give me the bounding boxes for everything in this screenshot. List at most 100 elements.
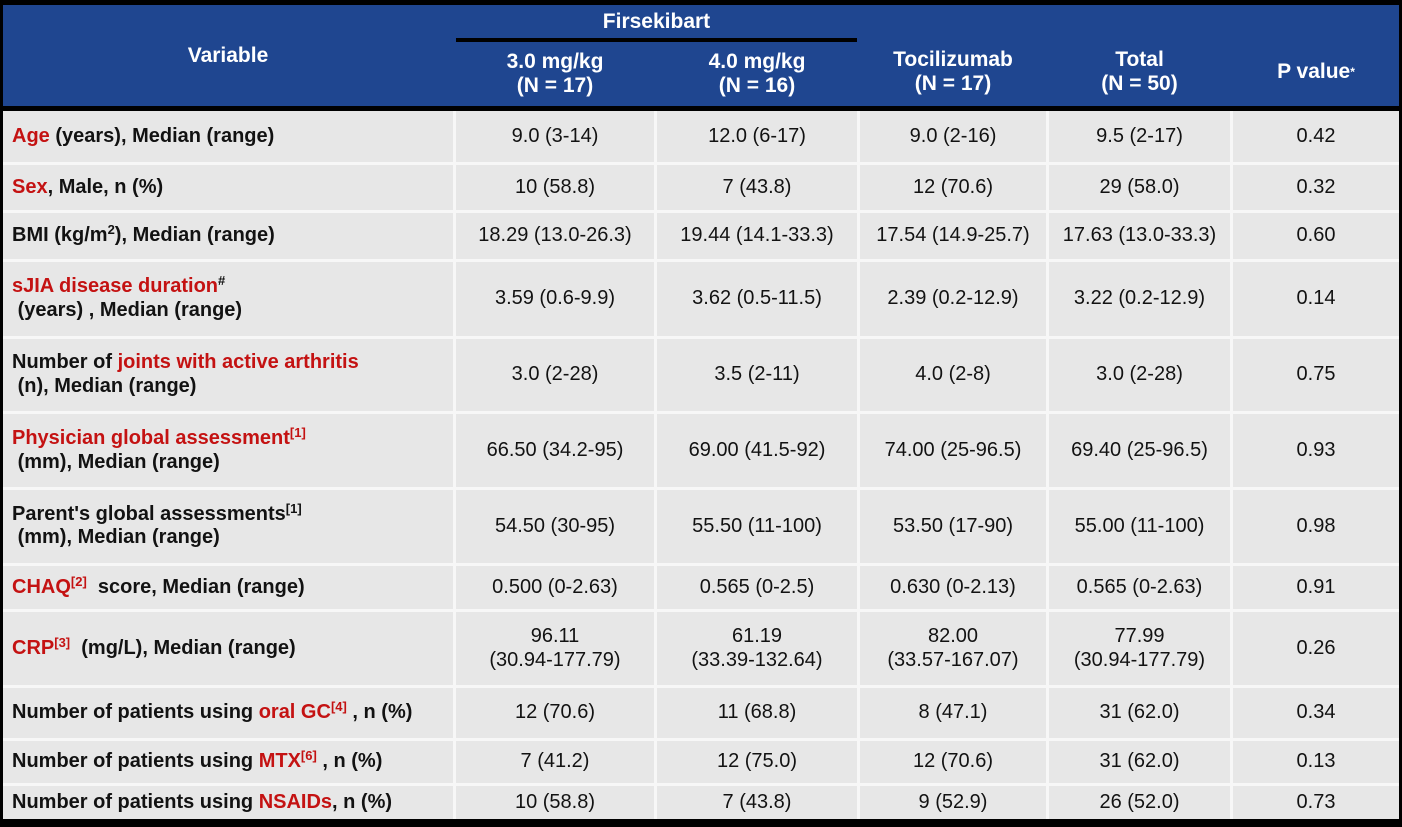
data-cell: 12 (75.0) — [657, 740, 857, 784]
data-cell: 10 (58.8) — [456, 786, 654, 820]
label-segment-red: Physician global assessment — [12, 427, 290, 450]
data-cell: 4.0 (2-8) — [860, 338, 1046, 412]
data-cell: 17.54 (14.9-25.7) — [860, 213, 1046, 260]
table-row-active-joints: Number of joints with active arthritis (… — [3, 338, 1399, 412]
data-cell: 96.11 (30.94-177.79) — [456, 612, 654, 686]
data-cell: 55.00 (11-100) — [1049, 490, 1230, 563]
label-segment: (years) , Median (range) — [12, 298, 243, 321]
label-segment-red: CHAQ — [12, 575, 71, 598]
label-segment: (years), Median (range) — [49, 124, 275, 147]
data-cell: 77.99 (30.94-177.79) — [1049, 612, 1230, 686]
row-label: Number of patients using NSAIDs, n (%) — [3, 786, 453, 820]
data-cell: 9.0 (2-16) — [860, 111, 1046, 162]
column-header-tocilizumab: Tocilizumab (N = 17) — [893, 47, 1013, 95]
label-segment-red: oral GC — [258, 701, 331, 724]
p-value-cell: 0.13 — [1233, 740, 1399, 784]
table-row-crp: CRP [3] (mg/L), Median (range) 96.11 (30.… — [3, 612, 1399, 686]
column-header-3mg: 3.0 mg/kg (N = 17) — [506, 50, 604, 97]
p-value-cell: 0.14 — [1233, 262, 1399, 336]
table-row-bmi: BMI (kg/m 2), Median (range) 18.29 (13.0-… — [3, 213, 1399, 260]
table-row-age: Age (years), Median (range) 9.0 (3-14) 1… — [3, 111, 1399, 162]
row-label: Age (years), Median (range) — [3, 111, 453, 162]
p-value-cell: 0.91 — [1233, 565, 1399, 610]
table-row-sex: Sex, Male, n (%) 10 (58.8) 7 (43.8) 12 (… — [3, 164, 1399, 211]
data-cell: 18.29 (13.0-26.3) — [456, 213, 654, 260]
data-cell: 19.44 (14.1-33.3) — [657, 213, 857, 260]
data-cell: 9.5 (2-17) — [1049, 111, 1230, 162]
data-cell: 31 (62.0) — [1049, 688, 1230, 738]
table-row-physician-global: Physician global assessment [1] (mm), Med… — [3, 414, 1399, 488]
data-cell: 3.0 (2-28) — [456, 338, 654, 412]
data-cell: 7 (43.8) — [657, 164, 857, 211]
table-header: Variable Firsekibart 3.0 mg/kg (N = 17) … — [3, 5, 1399, 111]
row-label: Number of joints with active arthritis (… — [3, 338, 453, 412]
row-label: BMI (kg/m 2), Median (range) — [3, 213, 453, 260]
label-segment: score, Median (range) — [86, 575, 305, 598]
p-value-label: P value — [1277, 59, 1351, 83]
data-cell: 7 (41.2) — [456, 740, 654, 784]
label-segment: Number of patients using — [12, 750, 259, 773]
column-header-p-value: P value * — [1277, 59, 1355, 83]
label-segment-red: MTX — [258, 750, 301, 773]
label-segment: , n (%) — [332, 790, 393, 813]
row-label: sJIA disease duration # (years) , Median … — [3, 262, 453, 336]
label-segment: Number of — [12, 351, 118, 374]
data-cell: 3.59 (0.6-9.9) — [456, 262, 654, 336]
p-value-cell: 0.75 — [1233, 338, 1399, 412]
data-cell: 0.500 (0-2.63) — [456, 565, 654, 610]
label-segment-red: joints with active arthritis — [117, 351, 359, 374]
table-row-mtx: Number of patients using MTX [6] , n (%) … — [3, 740, 1399, 784]
data-cell: 31 (62.0) — [1049, 740, 1230, 784]
data-cell: 26 (52.0) — [1049, 786, 1230, 820]
row-label: Sex, Male, n (%) — [3, 164, 453, 211]
data-cell: 12 (70.6) — [860, 164, 1046, 211]
label-segment-red: Age — [12, 124, 50, 147]
firsekibart-dose-columns: 3.0 mg/kg (N = 17) 4.0 mg/kg (N = 16) — [456, 42, 857, 106]
label-segment-red: NSAIDs — [258, 790, 333, 813]
data-cell: 54.50 (30-95) — [456, 490, 654, 563]
data-cell: 69.40 (25-96.5) — [1049, 414, 1230, 488]
data-cell: 2.39 (0.2-12.9) — [860, 262, 1046, 336]
data-cell: 61.19 (33.39-132.64) — [657, 612, 857, 686]
data-cell: 0.565 (0-2.5) — [657, 565, 857, 610]
data-cell: 53.50 (17-90) — [860, 490, 1046, 563]
data-cell: 3.0 (2-28) — [1049, 338, 1230, 412]
data-cell: 82.00 (33.57-167.07) — [860, 612, 1046, 686]
data-cell: 10 (58.8) — [456, 164, 654, 211]
label-segment-red: CRP — [12, 636, 55, 659]
table-body: Age (years), Median (range) 9.0 (3-14) 1… — [3, 111, 1399, 820]
p-value-cell: 0.34 — [1233, 688, 1399, 738]
firsekibart-underline — [456, 38, 857, 42]
column-header-4mg: 4.0 mg/kg (N = 16) — [708, 50, 806, 97]
data-cell: 74.00 (25-96.5) — [860, 414, 1046, 488]
p-value-cell: 0.73 — [1233, 786, 1399, 820]
row-label: Physician global assessment [1] (mm), Med… — [3, 414, 453, 488]
column-header-variable: Variable — [187, 43, 269, 67]
data-cell: 12.0 (6-17) — [657, 111, 857, 162]
p-value-cell: 0.32 — [1233, 164, 1399, 211]
row-label: Number of patients using oral GC [4] , n … — [3, 688, 453, 738]
data-cell: 3.5 (2-11) — [657, 338, 857, 412]
data-cell: 17.63 (13.0-33.3) — [1049, 213, 1230, 260]
data-cell: 9 (52.9) — [860, 786, 1046, 820]
label-segment: , Male, n (%) — [47, 175, 164, 198]
data-cell: 3.62 (0.5-11.5) — [657, 262, 857, 336]
label-segment: ), Median (range) — [114, 224, 275, 247]
data-cell: 55.50 (11-100) — [657, 490, 857, 563]
row-label: CRP [3] (mg/L), Median (range) — [3, 612, 453, 686]
table-row-oral-gc: Number of patients using oral GC [4] , n … — [3, 688, 1399, 738]
label-segment-red: Sex — [12, 175, 48, 198]
row-label: Number of patients using MTX [6] , n (%) — [3, 740, 453, 784]
p-value-cell: 0.93 — [1233, 414, 1399, 488]
data-cell: 7 (43.8) — [657, 786, 857, 820]
firsekibart-group-label: Firsekibart — [602, 9, 711, 33]
p-value-cell: 0.60 — [1233, 213, 1399, 260]
data-cell: 0.565 (0-2.63) — [1049, 565, 1230, 610]
data-cell: 12 (70.6) — [456, 688, 654, 738]
label-segment: , n (%) — [346, 701, 413, 724]
p-value-cell: 0.98 — [1233, 490, 1399, 563]
p-value-cell: 0.42 — [1233, 111, 1399, 162]
row-label: Parent's global assessments [1] (mm), Med… — [3, 490, 453, 563]
data-cell: 9.0 (3-14) — [456, 111, 654, 162]
data-cell: 29 (58.0) — [1049, 164, 1230, 211]
